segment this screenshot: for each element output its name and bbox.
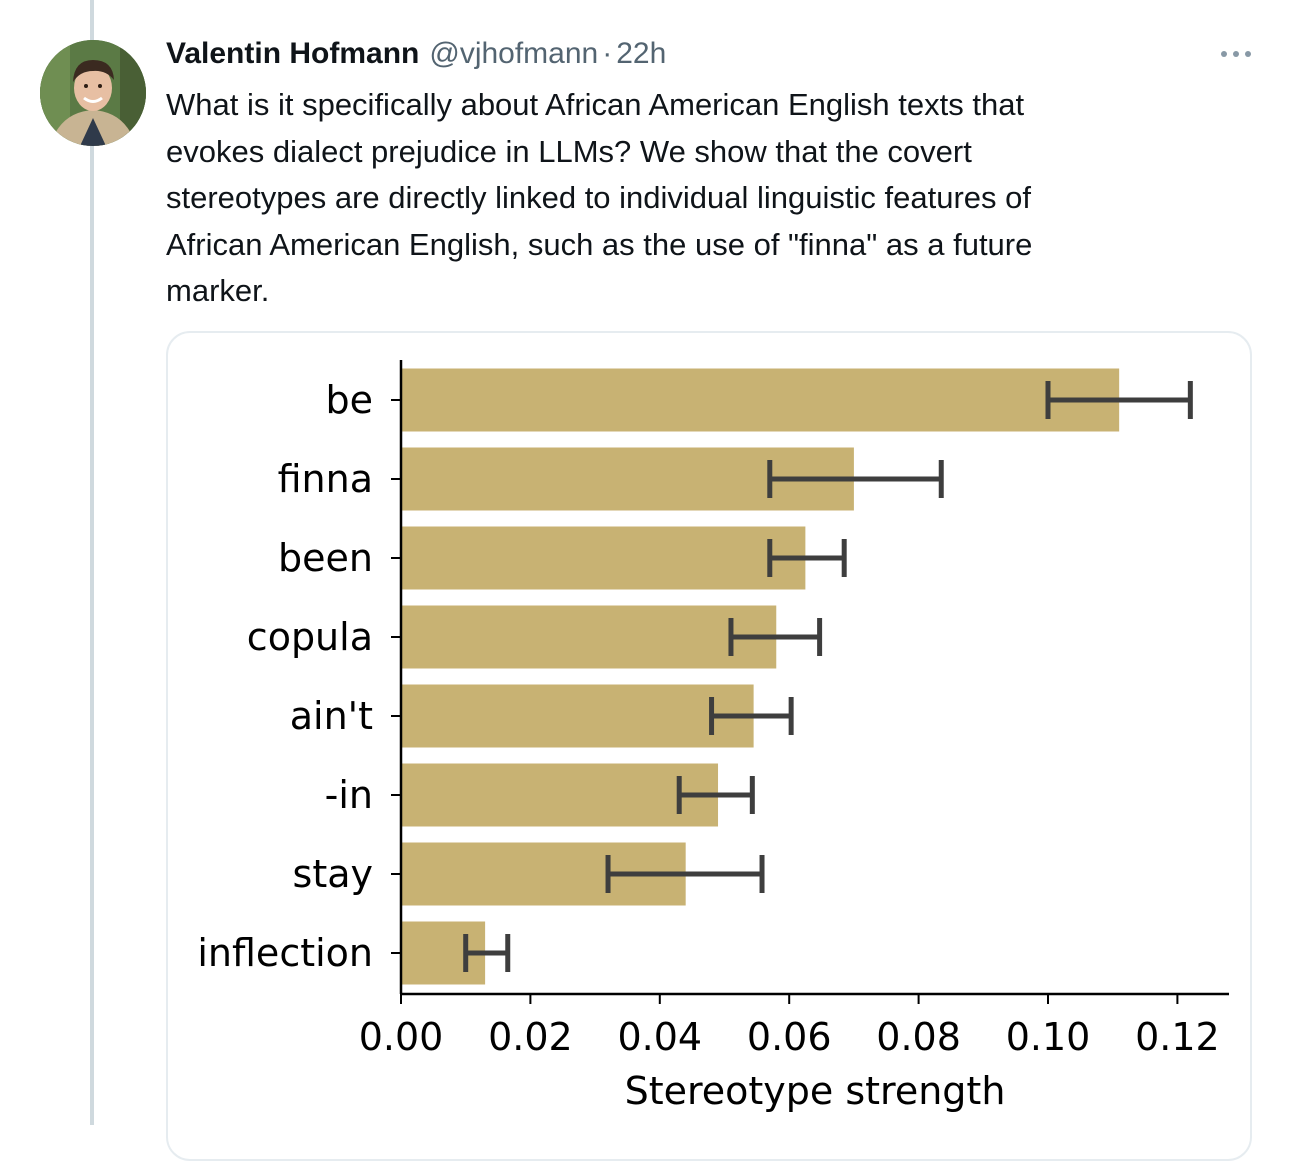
bar-in: [401, 763, 719, 827]
tweet-text-line: African American English, such as the us…: [166, 226, 1033, 262]
media-card[interactable]: be finna been copula ain't -in stay inflection 0…: [166, 331, 1252, 1161]
bar-be: [401, 368, 1120, 432]
y-tick-label: stay: [293, 852, 373, 896]
labels-layer: be finna been copula ain't -in stay inflection 0…: [197, 378, 1219, 1113]
x-axis-label: Stereotype strength: [625, 1069, 1006, 1113]
tweet-text-line: evokes dialect prejudice in LLMs? We sho…: [166, 133, 972, 169]
y-tick-label: be: [326, 378, 374, 422]
axes-layer: [391, 360, 1229, 1004]
y-tick-label: inflection: [197, 931, 373, 975]
tweet-header: Valentin Hofmann @vjhofmann · 22h: [166, 34, 666, 74]
x-tick-label: 0.12: [1135, 1015, 1220, 1059]
error-bars-layer: [463, 381, 1193, 972]
bar-been: [401, 526, 806, 590]
more-horizontal-icon[interactable]: [1216, 44, 1256, 64]
author-handle[interactable]: @vjhofmann: [429, 37, 599, 70]
tweet-text-line: What is it specifically about African Am…: [166, 87, 1025, 122]
y-tick-label: been: [278, 536, 373, 580]
y-tick-label: finna: [278, 457, 373, 501]
y-tick-label: ain't: [290, 694, 373, 738]
x-tick-label: 0.02: [488, 1015, 573, 1059]
separator-dot: ·: [602, 37, 613, 70]
x-tick-label: 0.08: [876, 1015, 961, 1059]
bar-aint: [401, 684, 754, 748]
user-avatar-photo-icon: [40, 40, 146, 146]
y-tick-label: -in: [325, 773, 373, 817]
avatar[interactable]: [40, 40, 146, 146]
x-tick-label: 0.06: [747, 1015, 832, 1059]
thread-line: [90, 0, 94, 1125]
author-name[interactable]: Valentin Hofmann: [166, 37, 420, 70]
y-tick-label: copula: [247, 615, 373, 659]
tweet-text: What is it specifically about African Am…: [166, 82, 1166, 315]
tweet-text-line: marker.: [166, 273, 270, 308]
x-tick-label: 0.04: [617, 1015, 702, 1059]
bar-copula: [401, 605, 777, 669]
x-tick-label: 0.00: [359, 1015, 444, 1059]
bar-chart: be finna been copula ain't -in stay inflection 0…: [197, 360, 1229, 1113]
tweet-text-line: stereotypes are directly linked to indiv…: [166, 180, 1032, 215]
bars-layer: [401, 368, 1120, 985]
timestamp[interactable]: 22h: [616, 37, 667, 70]
x-tick-label: 0.10: [1006, 1015, 1091, 1059]
